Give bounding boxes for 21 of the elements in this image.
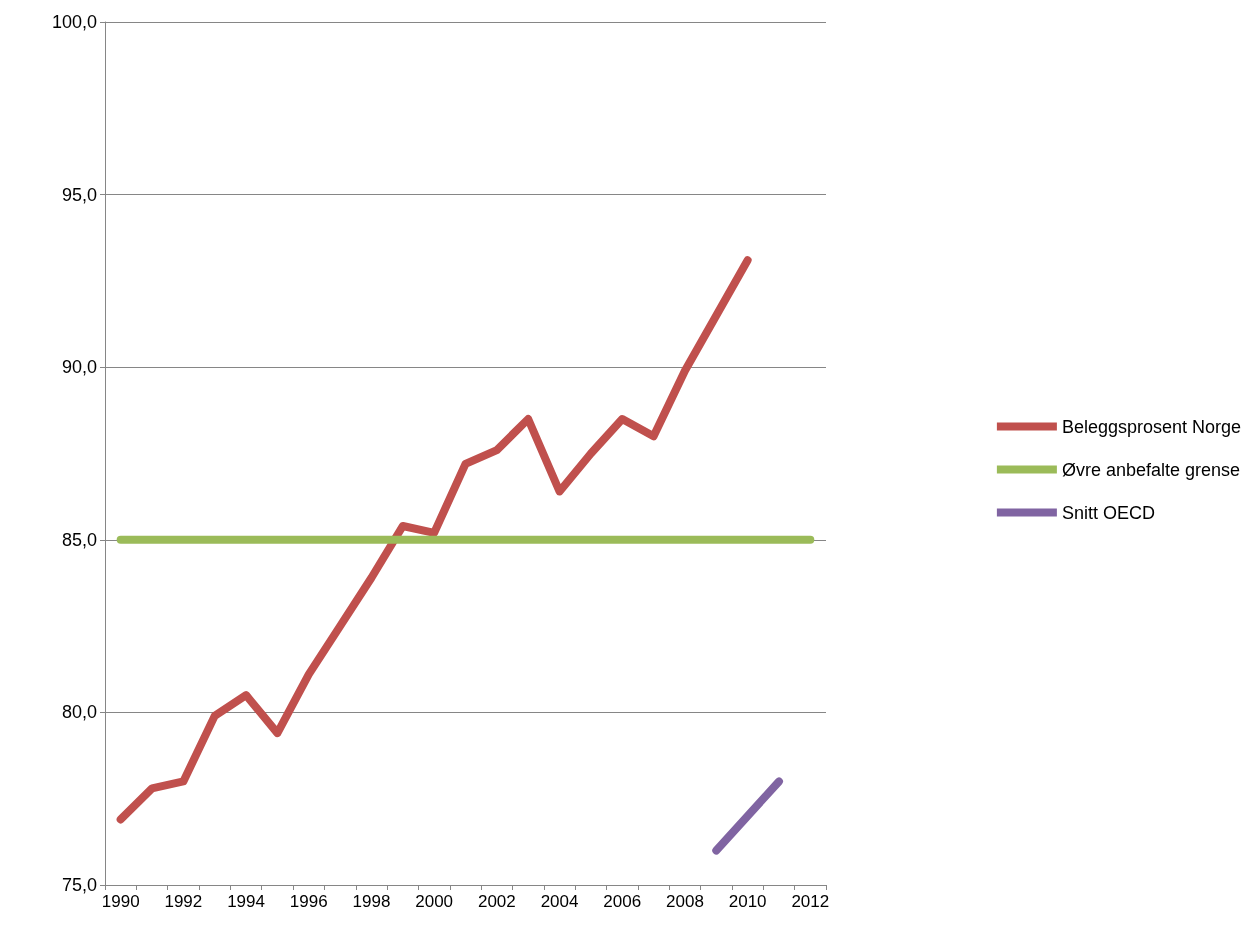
legend-label: Snitt OECD <box>1061 502 1155 523</box>
x-tick-label: 2006 <box>603 892 642 911</box>
y-tick-label: 75,0 <box>61 875 97 895</box>
x-tick-label: 1996 <box>289 892 328 911</box>
x-tick-label: 1990 <box>101 892 140 911</box>
x-tick-label: 1998 <box>352 892 391 911</box>
y-tick-label: 80,0 <box>61 702 97 723</box>
y-tick-label: 100,0 <box>51 12 97 32</box>
y-tick-label: 95,0 <box>61 184 97 205</box>
y-tick-label: 85,0 <box>61 529 97 550</box>
x-tick-label: 2010 <box>728 892 767 911</box>
x-tick-label: 2000 <box>415 892 454 911</box>
x-tick-label: 2008 <box>666 892 704 911</box>
y-tick-label: 90,0 <box>61 357 97 378</box>
x-tick-label: 2004 <box>540 892 579 911</box>
x-tick-label: 1994 <box>227 892 265 911</box>
legend-label: Øvre anbefalte grense <box>1061 459 1241 480</box>
legend-label: Beleggsprosent Norge <box>1061 416 1242 437</box>
x-tick-label: 1992 <box>164 892 203 911</box>
x-tick-label: 2012 <box>791 892 830 911</box>
x-tick-label: 2002 <box>477 892 516 911</box>
